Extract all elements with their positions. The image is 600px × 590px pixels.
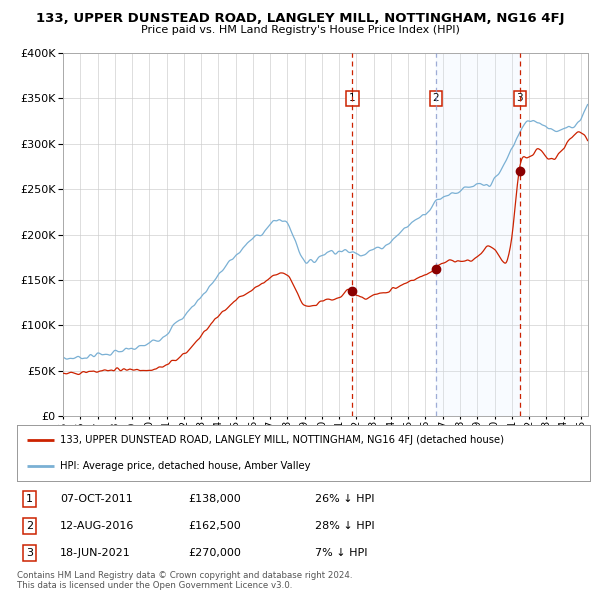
- Text: HPI: Average price, detached house, Amber Valley: HPI: Average price, detached house, Ambe…: [60, 461, 310, 471]
- Text: £270,000: £270,000: [189, 548, 242, 558]
- Text: Price paid vs. HM Land Registry's House Price Index (HPI): Price paid vs. HM Land Registry's House …: [140, 25, 460, 35]
- Text: £162,500: £162,500: [189, 521, 241, 531]
- Text: 1: 1: [349, 93, 356, 103]
- Text: 133, UPPER DUNSTEAD ROAD, LANGLEY MILL, NOTTINGHAM, NG16 4FJ (detached house): 133, UPPER DUNSTEAD ROAD, LANGLEY MILL, …: [60, 435, 504, 445]
- Text: This data is licensed under the Open Government Licence v3.0.: This data is licensed under the Open Gov…: [17, 581, 292, 589]
- Text: 1: 1: [26, 494, 33, 504]
- Text: 133, UPPER DUNSTEAD ROAD, LANGLEY MILL, NOTTINGHAM, NG16 4FJ: 133, UPPER DUNSTEAD ROAD, LANGLEY MILL, …: [36, 12, 564, 25]
- Text: 07-OCT-2011: 07-OCT-2011: [60, 494, 133, 504]
- Text: 26% ↓ HPI: 26% ↓ HPI: [315, 494, 374, 504]
- Text: 18-JUN-2021: 18-JUN-2021: [60, 548, 131, 558]
- Text: 3: 3: [26, 548, 33, 558]
- Text: 7% ↓ HPI: 7% ↓ HPI: [315, 548, 367, 558]
- Text: 2: 2: [433, 93, 439, 103]
- Bar: [436, 53, 520, 416]
- Text: Contains HM Land Registry data © Crown copyright and database right 2024.: Contains HM Land Registry data © Crown c…: [17, 571, 352, 579]
- Text: 3: 3: [517, 93, 523, 103]
- Text: £138,000: £138,000: [189, 494, 241, 504]
- Text: 28% ↓ HPI: 28% ↓ HPI: [315, 521, 374, 531]
- Text: 2: 2: [26, 521, 33, 531]
- Text: 12-AUG-2016: 12-AUG-2016: [60, 521, 134, 531]
